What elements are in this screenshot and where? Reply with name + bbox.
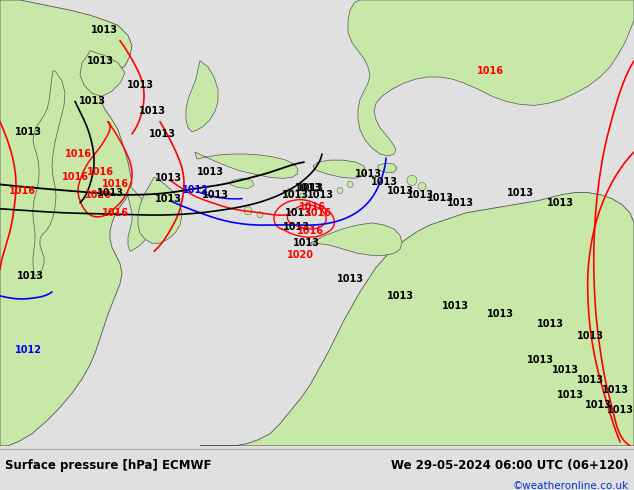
Text: 1012: 1012 [181,185,209,195]
Text: 1013: 1013 [406,190,434,199]
Text: 1013: 1013 [281,190,309,199]
Text: 1013: 1013 [283,222,309,232]
Text: 1013: 1013 [507,188,533,197]
Text: 1013: 1013 [79,97,105,106]
Polygon shape [200,193,634,446]
Text: 1013: 1013 [202,190,228,199]
Text: 1016: 1016 [61,172,89,182]
Text: 1016: 1016 [8,186,36,196]
Text: 1020: 1020 [84,190,112,199]
Text: 1013: 1013 [370,177,398,187]
Circle shape [407,175,417,185]
Polygon shape [80,50,125,96]
Text: 1013: 1013 [285,208,311,218]
Text: 1013: 1013 [155,194,181,204]
Circle shape [244,207,252,215]
Text: 1013: 1013 [292,238,320,248]
Polygon shape [348,0,634,156]
Polygon shape [33,71,65,276]
Circle shape [418,182,426,191]
Polygon shape [313,160,366,178]
Polygon shape [0,0,132,446]
Text: 1013: 1013 [155,173,181,183]
Text: 1013: 1013 [138,106,165,117]
Text: 1013: 1013 [354,170,382,179]
Text: 1013: 1013 [552,365,578,375]
Polygon shape [138,177,182,243]
Text: 1013: 1013 [446,197,474,208]
Text: 1013: 1013 [526,355,553,365]
Text: 1013: 1013 [441,301,469,311]
Circle shape [299,194,305,199]
Polygon shape [128,187,152,251]
Text: 1013: 1013 [576,331,604,342]
Polygon shape [378,163,397,172]
Text: 1013: 1013 [427,193,453,202]
Text: 1013: 1013 [96,188,124,197]
Text: 1016: 1016 [477,66,503,76]
Polygon shape [230,178,254,189]
Text: 1013: 1013 [148,129,176,139]
Text: 1013: 1013 [86,56,113,66]
Polygon shape [186,61,218,132]
Text: 1013: 1013 [387,186,413,196]
Text: 1016: 1016 [304,208,332,218]
Text: ©weatheronline.co.uk: ©weatheronline.co.uk [513,481,629,490]
Text: 1013: 1013 [197,167,224,177]
Text: 1013: 1013 [295,183,321,194]
Circle shape [337,188,343,194]
Polygon shape [310,223,402,255]
Text: 1013: 1013 [486,309,514,319]
Text: 1016: 1016 [101,208,129,218]
Text: 1013: 1013 [585,400,612,410]
Text: 1013: 1013 [127,80,153,90]
Text: 1020: 1020 [287,250,313,260]
Text: 1013: 1013 [91,25,117,35]
Text: 1013: 1013 [536,319,564,329]
Text: 1016: 1016 [65,149,91,159]
Text: 1013: 1013 [387,291,413,301]
Text: 1013: 1013 [607,405,633,416]
Text: 1016: 1016 [297,226,323,236]
Circle shape [257,212,263,218]
Text: 1016: 1016 [86,167,113,177]
Text: Surface pressure [hPa] ECMWF: Surface pressure [hPa] ECMWF [5,459,212,472]
Text: 1013: 1013 [306,190,333,199]
Text: 1016: 1016 [299,202,325,212]
Text: 1013: 1013 [297,183,323,194]
Circle shape [347,181,353,188]
Text: We 29-05-2024 06:00 UTC (06+120): We 29-05-2024 06:00 UTC (06+120) [391,459,629,472]
Text: 1012: 1012 [15,344,41,355]
Text: 1013: 1013 [602,385,628,395]
Polygon shape [195,152,298,178]
Text: 1013: 1013 [15,127,41,137]
Text: 1013: 1013 [557,390,583,400]
Circle shape [286,189,294,196]
Text: 1013: 1013 [547,197,574,208]
Text: 1013: 1013 [16,270,44,281]
Text: 1013: 1013 [576,375,604,385]
Text: 1016: 1016 [101,179,129,190]
Text: 1013: 1013 [337,274,363,284]
